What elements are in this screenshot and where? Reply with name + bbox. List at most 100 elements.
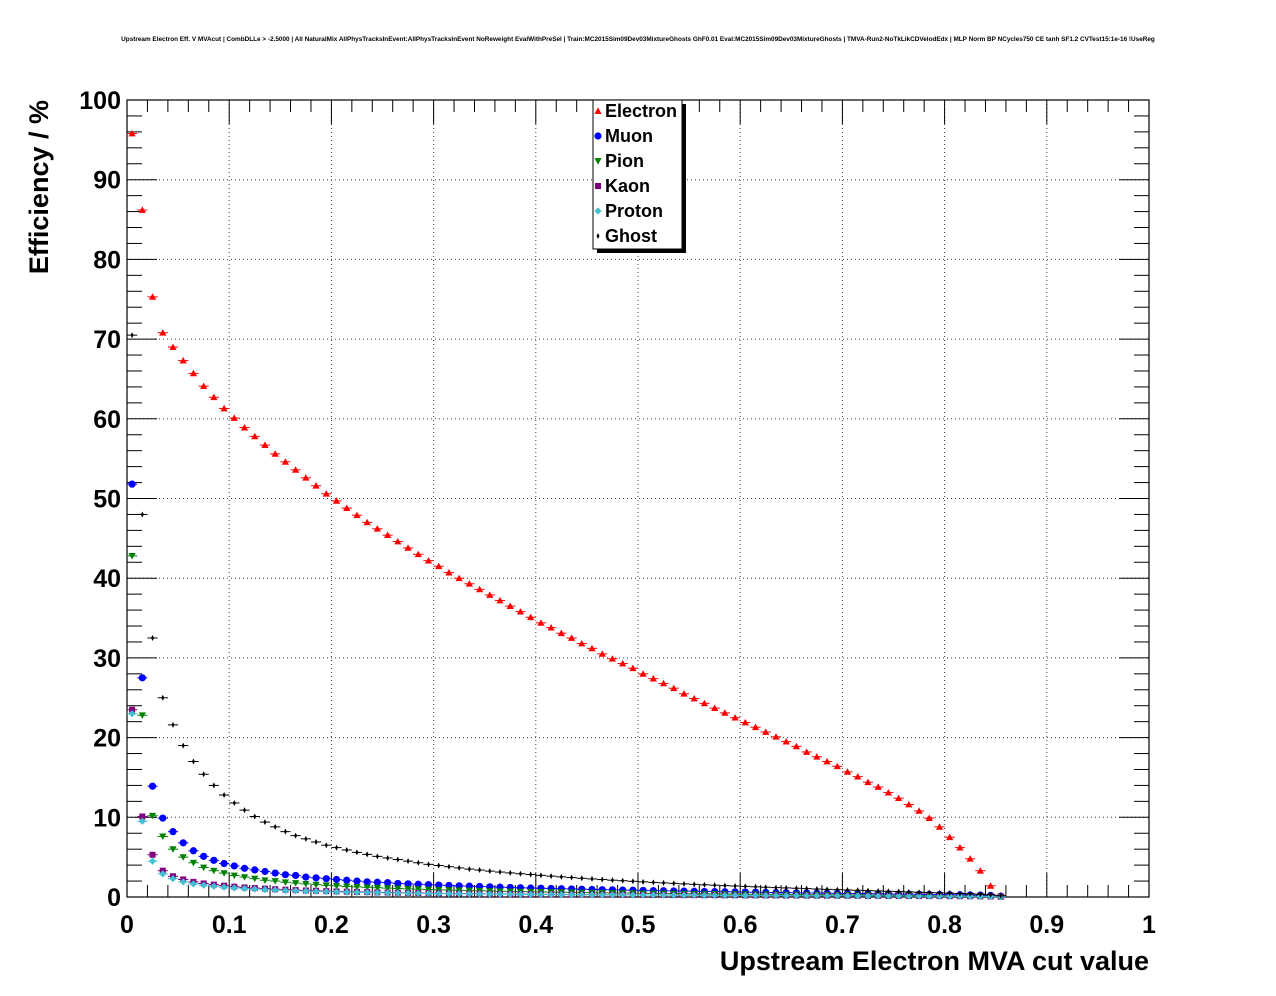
data-point bbox=[345, 846, 349, 853]
data-point bbox=[723, 882, 727, 889]
data-point bbox=[672, 880, 676, 887]
tick-labels: 0 0.1 0.2 0.3 0.4 0.5 0.6 0.7 0.8 0.9 101020304050… bbox=[79, 87, 1156, 939]
data-point bbox=[457, 864, 461, 871]
data-point bbox=[332, 875, 341, 884]
data-point bbox=[294, 832, 298, 839]
data-point bbox=[322, 882, 330, 889]
data-point bbox=[424, 557, 433, 564]
data-point bbox=[649, 891, 657, 899]
data-point bbox=[649, 675, 657, 682]
data-point bbox=[754, 883, 758, 890]
data-point bbox=[353, 511, 361, 519]
data-point bbox=[907, 888, 911, 895]
data-point bbox=[251, 432, 259, 440]
legend-label: Proton bbox=[605, 201, 663, 221]
data-point bbox=[711, 704, 719, 711]
data-point bbox=[897, 888, 901, 895]
data-point bbox=[373, 884, 381, 892]
data-point bbox=[251, 866, 259, 874]
y-axis-title: Efficiency / % bbox=[24, 100, 54, 274]
data-point bbox=[692, 881, 696, 888]
data-point bbox=[261, 441, 269, 448]
legend-marker bbox=[594, 132, 602, 140]
legend-entry-muon: Muon bbox=[594, 126, 653, 146]
data-point bbox=[261, 885, 269, 894]
data-point bbox=[925, 814, 933, 821]
data-point bbox=[240, 864, 249, 872]
data-point bbox=[966, 855, 974, 862]
data-point bbox=[864, 892, 872, 900]
data-point bbox=[404, 885, 412, 893]
data-point bbox=[159, 833, 167, 841]
y-tick-label: 50 bbox=[93, 486, 121, 514]
data-point bbox=[651, 879, 655, 886]
data-point bbox=[854, 773, 862, 780]
x-tick-label: 0.4 bbox=[518, 911, 553, 939]
data-point bbox=[508, 869, 512, 876]
data-point bbox=[598, 891, 606, 899]
data-point bbox=[741, 718, 749, 726]
data-point bbox=[486, 591, 494, 598]
data-point bbox=[539, 872, 543, 879]
data-point bbox=[496, 596, 504, 604]
legend-label: Muon bbox=[605, 126, 653, 146]
data-point bbox=[621, 877, 625, 884]
legend-marker bbox=[594, 158, 602, 165]
data-point bbox=[958, 890, 962, 897]
data-point bbox=[139, 813, 146, 820]
data-point bbox=[128, 480, 136, 488]
data-point bbox=[253, 813, 257, 820]
data-point bbox=[762, 891, 770, 900]
data-point bbox=[189, 880, 198, 888]
data-point bbox=[935, 892, 944, 900]
data-point bbox=[946, 833, 954, 841]
data-point bbox=[394, 879, 402, 888]
data-point bbox=[129, 706, 136, 713]
data-point bbox=[210, 393, 218, 401]
data-point bbox=[343, 504, 351, 511]
data-point bbox=[161, 694, 165, 701]
data-point bbox=[373, 878, 381, 886]
data-point bbox=[578, 891, 586, 899]
data-point bbox=[506, 890, 514, 898]
data-point bbox=[465, 580, 473, 587]
axis-ticks bbox=[126, 99, 1150, 898]
data-point bbox=[171, 721, 175, 728]
data-point bbox=[200, 382, 208, 390]
data-point bbox=[355, 849, 359, 856]
data-point bbox=[792, 742, 801, 750]
series-proton bbox=[127, 710, 1006, 901]
data-point bbox=[864, 778, 872, 786]
data-point bbox=[394, 889, 402, 897]
x-tick-label: 0.9 bbox=[1029, 911, 1064, 939]
data-point bbox=[212, 782, 216, 789]
y-tick-label: 80 bbox=[93, 246, 121, 274]
data-point bbox=[230, 884, 238, 892]
data-point bbox=[537, 619, 545, 626]
data-point bbox=[159, 870, 167, 878]
data-point bbox=[762, 728, 770, 735]
data-point bbox=[948, 890, 952, 897]
data-point bbox=[335, 844, 339, 851]
data-point bbox=[467, 866, 471, 873]
data-point bbox=[332, 497, 341, 504]
data-point bbox=[915, 892, 923, 900]
data-point bbox=[302, 880, 310, 888]
data-point bbox=[322, 875, 330, 883]
y-tick-label: 100 bbox=[79, 87, 121, 115]
data-point bbox=[498, 869, 502, 876]
x-axis-title: Upstream Electron MVA cut value bbox=[720, 946, 1149, 976]
data-point bbox=[445, 569, 453, 576]
legend-entry-ghost: Ghost bbox=[596, 226, 657, 246]
data-point bbox=[486, 890, 494, 898]
data-point bbox=[846, 886, 850, 893]
data-point bbox=[608, 655, 617, 662]
data-point bbox=[148, 812, 157, 820]
data-point bbox=[580, 875, 584, 882]
data-point bbox=[404, 544, 412, 551]
data-point bbox=[835, 886, 839, 893]
data-point bbox=[263, 819, 267, 826]
legend-label: Ghost bbox=[605, 226, 657, 246]
data-points bbox=[127, 129, 1006, 901]
